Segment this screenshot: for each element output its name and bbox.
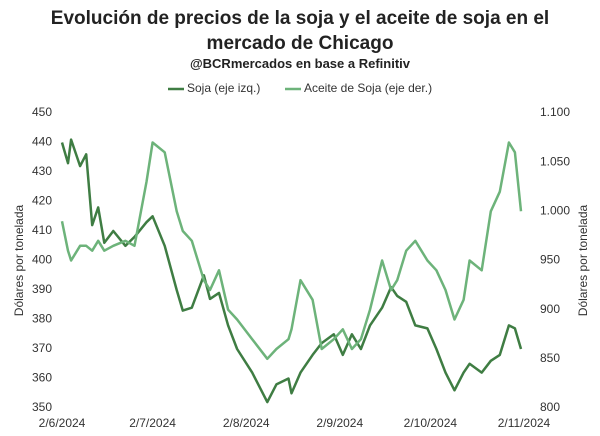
x-tick-label: 2/7/2024 xyxy=(129,416,176,430)
legend-label: Soja (eje izq.) xyxy=(187,81,260,95)
x-tick-label: 2/6/2024 xyxy=(39,416,86,430)
x-tick-label: 2/9/2024 xyxy=(316,416,363,430)
y-tick-label: 400 xyxy=(32,253,52,267)
y-tick-label: 360 xyxy=(32,371,52,385)
legend-label: Aceite de Soja (eje der.) xyxy=(304,81,432,95)
y2-axis-title: Dólares por tonelada xyxy=(576,204,590,316)
y-tick-label: 440 xyxy=(32,135,52,149)
y2-tick-label: 1.050 xyxy=(540,154,570,168)
chart-subtitle: @BCRmercados en base a Refinitiv xyxy=(189,56,411,71)
y-axis-title: Dólares por tonelada xyxy=(12,204,26,316)
y-tick-label: 390 xyxy=(32,282,52,296)
y-tick-label: 380 xyxy=(32,312,52,326)
series-line xyxy=(60,138,523,404)
y-tick-label: 350 xyxy=(32,400,52,414)
y2-tick-label: 1.000 xyxy=(540,204,570,218)
y2-tick-label: 900 xyxy=(540,302,560,316)
y-tick-label: 410 xyxy=(32,223,52,237)
series-line xyxy=(60,141,523,361)
y-tick-label: 450 xyxy=(32,105,52,119)
y2-tick-label: 850 xyxy=(540,351,560,365)
y-tick-label: 420 xyxy=(32,194,52,208)
y-tick-label: 370 xyxy=(32,341,52,355)
chart-title: Evolución de precios de la soja y el ace… xyxy=(50,8,550,54)
y-tick-label: 430 xyxy=(32,164,52,178)
x-tick-label: 2/10/2024 xyxy=(404,416,458,430)
y2-tick-label: 950 xyxy=(540,253,560,267)
x-tick-label: 2/8/2024 xyxy=(223,416,270,430)
y2-tick-label: 800 xyxy=(540,400,560,414)
y2-tick-label: 1.100 xyxy=(540,105,570,119)
x-tick-label: 2/11/2024 xyxy=(498,416,551,430)
